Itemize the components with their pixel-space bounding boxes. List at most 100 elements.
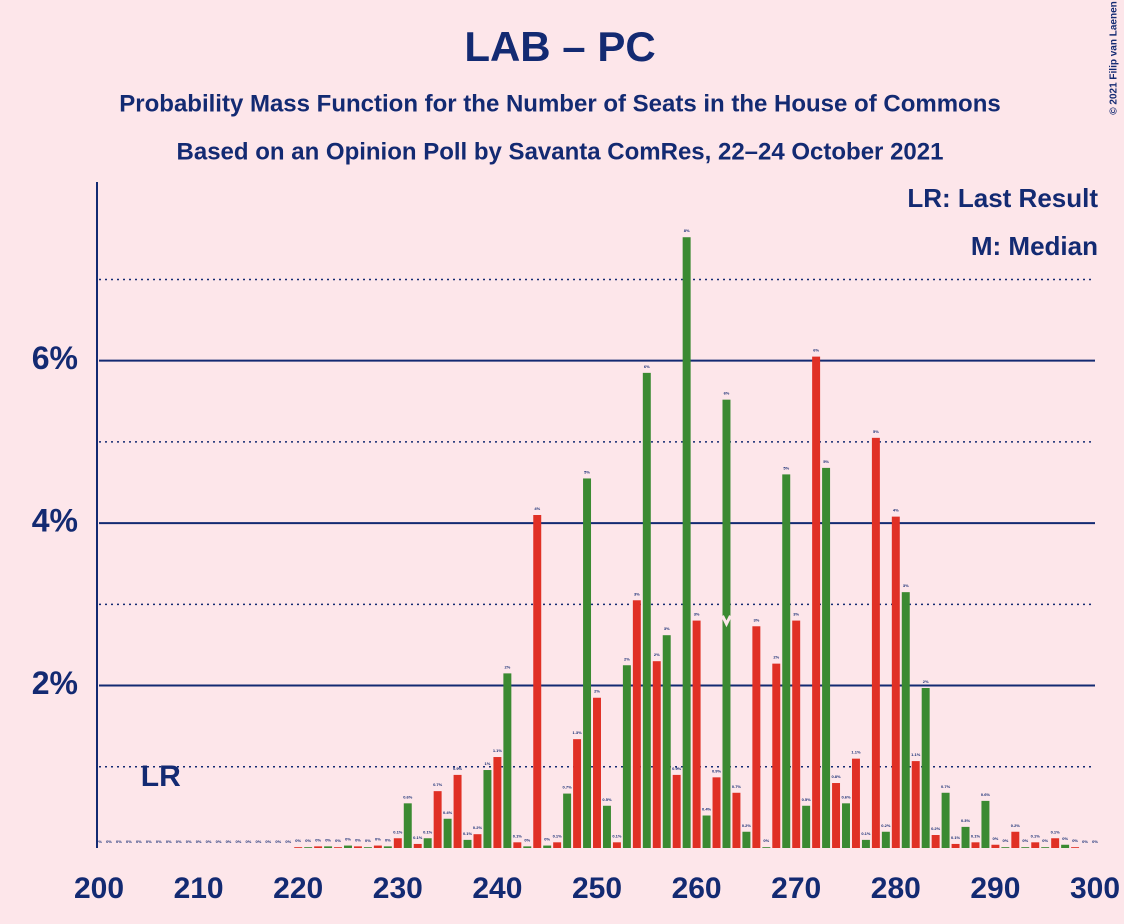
bar <box>314 846 323 848</box>
value-label: 0.1% <box>971 833 981 838</box>
bar <box>383 846 392 848</box>
value-label: 0% <box>1092 839 1098 844</box>
x-tick-label: 300 <box>1070 872 1120 905</box>
value-label: 0.2% <box>742 823 752 828</box>
value-label: 3% <box>634 591 640 596</box>
value-label: 2% <box>504 664 510 669</box>
value-label: 0.1% <box>612 833 622 838</box>
bar <box>921 687 930 848</box>
y-tick-label: 4% <box>32 503 78 539</box>
value-label: 0% <box>295 838 301 843</box>
bar <box>602 805 611 848</box>
value-label: 0% <box>146 839 152 844</box>
bar <box>344 845 352 848</box>
bar <box>513 842 522 848</box>
bar <box>642 372 651 848</box>
value-label: 0% <box>275 839 281 844</box>
bar <box>891 516 900 848</box>
value-label: 0% <box>1042 838 1048 843</box>
bar <box>363 847 372 848</box>
bar <box>622 665 631 848</box>
value-label: 1.3% <box>573 730 583 735</box>
value-label: 2% <box>624 656 630 661</box>
value-label: 0% <box>345 837 351 842</box>
bar <box>802 805 811 848</box>
value-label: 1.1% <box>493 748 503 753</box>
value-label: 0.9% <box>453 766 463 771</box>
bar <box>901 592 910 848</box>
value-label: 3% <box>793 612 799 617</box>
value-label: 0.1% <box>413 835 423 840</box>
value-label: 6% <box>724 391 730 396</box>
value-label: 0% <box>285 839 291 844</box>
value-label: 0% <box>365 838 371 843</box>
bar <box>433 791 442 848</box>
x-tick-label: 270 <box>771 872 821 905</box>
bar <box>931 835 940 848</box>
value-label: 0% <box>355 837 361 842</box>
legend-entry: LR: Last Result <box>907 183 1098 213</box>
value-label: 0% <box>315 837 321 842</box>
bar <box>294 847 303 848</box>
value-label: 0% <box>1072 838 1078 843</box>
value-label: 2% <box>594 689 600 694</box>
value-label: 0% <box>255 839 261 844</box>
x-tick-label: 290 <box>970 872 1020 905</box>
value-label: 4% <box>534 506 540 511</box>
bar <box>1031 842 1040 848</box>
value-label: 0.6% <box>981 792 991 797</box>
chart-title: LAB – PC <box>464 23 655 70</box>
value-label: 0% <box>993 836 999 841</box>
value-label: 0% <box>196 839 202 844</box>
x-tick-label: 280 <box>871 872 921 905</box>
value-label: 5% <box>783 465 789 470</box>
value-label: 5% <box>873 429 879 434</box>
value-label: 0.7% <box>563 785 573 790</box>
bar <box>712 777 721 848</box>
bar <box>413 843 422 848</box>
chart-subtitle: Based on an Opinion Poll by Savanta ComR… <box>177 138 944 165</box>
bar <box>334 847 343 848</box>
legend-entry: M: Median <box>971 231 1098 261</box>
bar <box>742 831 751 848</box>
value-label: 0% <box>524 837 530 842</box>
bar <box>1071 847 1080 848</box>
value-label: 0% <box>236 839 242 844</box>
bar <box>672 774 681 848</box>
bar <box>1061 844 1070 848</box>
value-label: 0% <box>375 837 381 842</box>
bar <box>1021 847 1030 848</box>
value-label: 3% <box>694 612 700 617</box>
value-label: 1% <box>485 761 491 766</box>
bar <box>583 478 592 848</box>
value-label: 0% <box>1022 838 1028 843</box>
bar <box>861 839 870 848</box>
bar <box>593 697 601 848</box>
bar <box>842 803 850 848</box>
value-label: 0% <box>126 839 132 844</box>
bar <box>1001 847 1010 848</box>
value-label: 3% <box>903 583 909 588</box>
bar <box>393 838 402 848</box>
value-label: 0.8% <box>831 774 841 779</box>
value-label: 0% <box>166 839 172 844</box>
bar <box>373 845 382 848</box>
value-label: 0% <box>116 839 122 844</box>
bar <box>612 842 621 848</box>
bar <box>692 620 701 848</box>
bar <box>473 834 482 848</box>
bar <box>553 842 562 848</box>
value-label: 0% <box>335 838 341 843</box>
value-label: 5% <box>584 469 590 474</box>
bar <box>533 515 542 848</box>
value-label: 0.9% <box>712 768 722 773</box>
value-label: 0.7% <box>433 782 443 787</box>
value-label: 0% <box>136 839 142 844</box>
value-label: 0% <box>226 839 232 844</box>
value-label: 5% <box>823 459 829 464</box>
value-label: 0.1% <box>861 831 871 836</box>
value-label: 0.4% <box>702 807 712 812</box>
value-label: 0% <box>156 839 162 844</box>
value-label: 0% <box>96 839 102 844</box>
value-label: 0.1% <box>1051 829 1061 834</box>
